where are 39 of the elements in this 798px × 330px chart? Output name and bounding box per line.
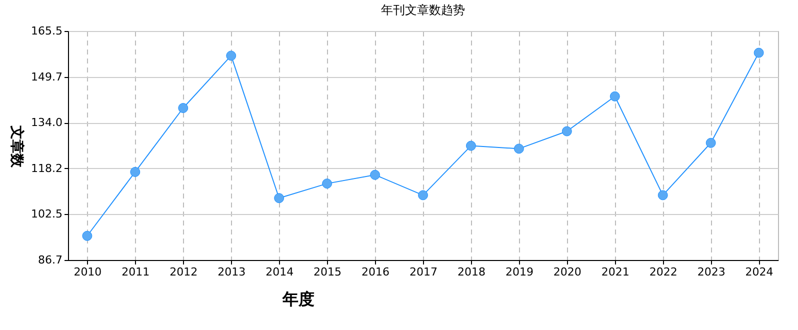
point — [706, 138, 716, 148]
y-tick-label: 149.7 — [31, 70, 62, 84]
point — [562, 126, 572, 136]
point — [658, 190, 668, 200]
point — [82, 230, 92, 241]
y-tick-label: 118.2 — [31, 162, 62, 175]
y-tick-label: 102.5 — [31, 208, 62, 221]
x-tick-label: 2014 — [266, 266, 294, 278]
x-tick-label: 2022 — [649, 266, 678, 278]
point — [322, 178, 332, 189]
chart-title: 年刊文章数趋势 — [381, 3, 465, 17]
x-tick-label: 2019 — [505, 266, 534, 278]
point — [418, 190, 428, 200]
x-tick-label: 2020 — [553, 266, 582, 278]
x-tick-label: 2013 — [218, 266, 246, 278]
x-tick-label: 2012 — [170, 266, 198, 278]
point — [610, 91, 620, 102]
x-tick-label: 2010 — [74, 266, 102, 278]
x-tick-label: 2016 — [362, 266, 390, 278]
point — [466, 140, 476, 151]
point — [514, 144, 524, 154]
y-tick-label: 86.7 — [38, 254, 62, 266]
point — [754, 48, 764, 58]
point — [370, 170, 380, 180]
x-tick-label: 2015 — [314, 266, 342, 278]
point — [226, 50, 236, 61]
x-tick-label: 2018 — [457, 266, 486, 278]
y-tick-label: 165.5 — [31, 24, 62, 38]
x-tick-label: 2023 — [697, 266, 726, 278]
x-tick-label: 2017 — [410, 266, 438, 278]
x-tick-label: 2024 — [745, 266, 774, 278]
point — [274, 193, 284, 204]
point — [178, 103, 188, 113]
x-tick-label: 2011 — [122, 266, 150, 278]
y-axis-title: 文章数 — [8, 124, 26, 168]
x-tick-label: 2021 — [601, 266, 630, 278]
y-tick-label: 134.0 — [31, 116, 62, 130]
point — [130, 166, 140, 177]
x-axis-title: 年度 — [282, 290, 314, 308]
